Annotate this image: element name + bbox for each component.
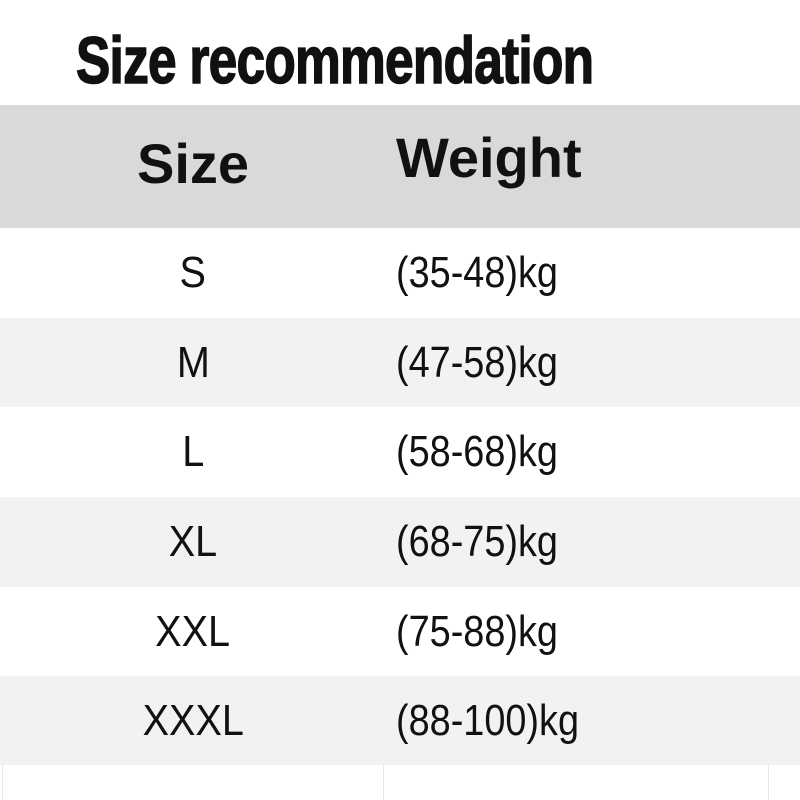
table-row: XXXL (88-100)kg bbox=[0, 676, 800, 765]
divider bbox=[768, 765, 769, 800]
weight-value: (58-68)kg bbox=[396, 427, 558, 476]
size-value: XXL bbox=[155, 606, 231, 656]
page-title: Size recommendation bbox=[75, 22, 594, 98]
weight-cell: (68-75)kg bbox=[396, 497, 584, 587]
divider bbox=[383, 765, 384, 800]
table-header: Size Weight bbox=[0, 105, 800, 228]
table-row: L (58-68)kg bbox=[0, 407, 800, 497]
table-row: S (35-48)kg bbox=[0, 228, 800, 318]
size-cell: M bbox=[0, 318, 386, 407]
header-weight: Weight bbox=[396, 105, 582, 228]
weight-value: (68-75)kg bbox=[396, 517, 558, 566]
size-cell: S bbox=[0, 228, 386, 318]
size-value: L bbox=[181, 427, 205, 476]
size-value: XL bbox=[168, 517, 218, 566]
header-size: Size bbox=[0, 105, 386, 228]
weight-value: (47-58)kg bbox=[396, 337, 558, 387]
weight-value: (88-100)kg bbox=[396, 695, 579, 745]
size-cell: XXXL bbox=[0, 676, 386, 765]
weight-cell: (47-58)kg bbox=[396, 318, 584, 407]
size-cell: XXL bbox=[0, 587, 386, 676]
size-value: XXXL bbox=[142, 695, 244, 745]
size-value: S bbox=[179, 248, 207, 297]
size-cell: XL bbox=[0, 497, 386, 587]
header-size-label: Size bbox=[136, 132, 250, 195]
weight-value: (75-88)kg bbox=[396, 606, 558, 656]
weight-cell: (75-88)kg bbox=[396, 587, 584, 676]
header-weight-label: Weight bbox=[396, 126, 582, 189]
weight-cell: (58-68)kg bbox=[396, 407, 584, 497]
divider bbox=[2, 765, 3, 800]
weight-cell: (88-100)kg bbox=[396, 676, 609, 765]
size-cell: L bbox=[0, 407, 386, 497]
table-row: M (47-58)kg bbox=[0, 318, 800, 407]
weight-value: (35-48)kg bbox=[396, 248, 558, 297]
table-row: XXL (75-88)kg bbox=[0, 587, 800, 676]
weight-cell: (35-48)kg bbox=[396, 228, 584, 318]
table-row: XL (68-75)kg bbox=[0, 497, 800, 587]
size-value: M bbox=[176, 337, 210, 387]
